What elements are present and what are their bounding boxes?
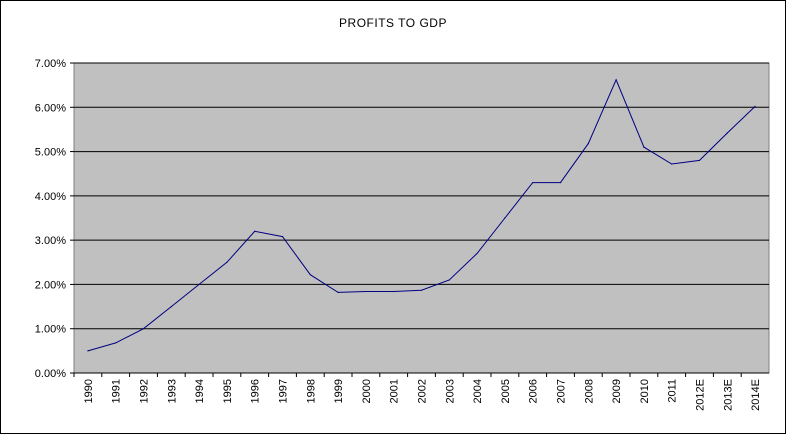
x-tick-label: 2014E — [750, 379, 762, 411]
x-tick-label: 2000 — [361, 379, 373, 403]
x-tick-label: 1997 — [278, 379, 290, 403]
data-point — [226, 261, 228, 263]
data-point — [643, 146, 645, 148]
x-tick-label: 2003 — [444, 379, 456, 403]
data-point — [309, 274, 311, 276]
x-tick-label: 2001 — [389, 379, 401, 403]
y-tick-label: 7.00% — [35, 58, 66, 70]
y-axis-ticks: 0.00% 1.00% 2.00% 3.00% 4.00% 5.00% 6.00% 7.00% — [35, 58, 74, 380]
x-tick-label: 2013E — [722, 379, 734, 411]
x-tick-label: 1998 — [305, 379, 317, 403]
x-tick-label: 2008 — [583, 379, 595, 403]
y-tick-label: 0.00% — [35, 368, 66, 380]
chart-title: PROFITS TO GDP — [339, 16, 447, 30]
x-tick-label: 2004 — [472, 379, 484, 403]
plot-area — [73, 62, 770, 374]
x-tick-label: 1992 — [139, 379, 151, 403]
data-point — [504, 217, 506, 219]
y-tick-label: 2.00% — [35, 279, 66, 291]
x-tick-label: 2006 — [528, 379, 540, 403]
data-point — [170, 305, 172, 308]
y-tick-label: 4.00% — [35, 191, 66, 203]
grid-lines — [74, 62, 769, 374]
x-tick-label: 2012E — [695, 379, 707, 411]
data-point — [281, 236, 284, 238]
x-tick-label: 2007 — [556, 379, 568, 403]
data-point — [87, 350, 89, 352]
data-point — [254, 230, 256, 232]
x-tick-label: 2010 — [639, 379, 651, 403]
data-points — [87, 79, 756, 352]
data-point — [671, 163, 673, 165]
data-point — [726, 132, 728, 134]
x-axis-ticks: 1990 1991 1992 1993 1994 1995 1996 1997 1998 1999… — [73, 372, 769, 411]
y-tick-label: 6.00% — [35, 102, 66, 114]
data-point — [198, 283, 200, 286]
x-tick-label: 1994 — [194, 379, 206, 403]
y-tick-label: 3.00% — [35, 235, 66, 247]
data-point — [476, 252, 478, 255]
x-tick-label: 1999 — [333, 379, 345, 403]
data-point — [115, 342, 117, 344]
data-point — [615, 79, 617, 81]
data-point — [587, 143, 589, 145]
x-tick-label: 1996 — [250, 379, 262, 403]
x-tick-label: 2011 — [667, 379, 679, 403]
x-tick-label: 1993 — [166, 379, 178, 403]
data-point — [559, 181, 562, 184]
data-point — [754, 105, 756, 107]
data-point — [365, 290, 367, 293]
y-tick-label: 5.00% — [35, 147, 66, 159]
data-point — [337, 291, 339, 293]
y-tick-label: 1.00% — [35, 324, 66, 336]
x-tick-label: 1991 — [111, 379, 123, 403]
x-tick-label: 2005 — [500, 379, 512, 403]
data-point — [142, 328, 145, 330]
x-tick-label: 2009 — [611, 379, 623, 403]
data-point — [393, 290, 395, 293]
x-tick-label: 2002 — [417, 379, 429, 403]
x-tick-label: 1995 — [222, 379, 234, 403]
x-tick-label: 1990 — [83, 379, 95, 403]
data-point — [420, 289, 423, 291]
data-point — [448, 279, 450, 281]
data-point — [532, 181, 534, 184]
data-point — [698, 159, 701, 162]
